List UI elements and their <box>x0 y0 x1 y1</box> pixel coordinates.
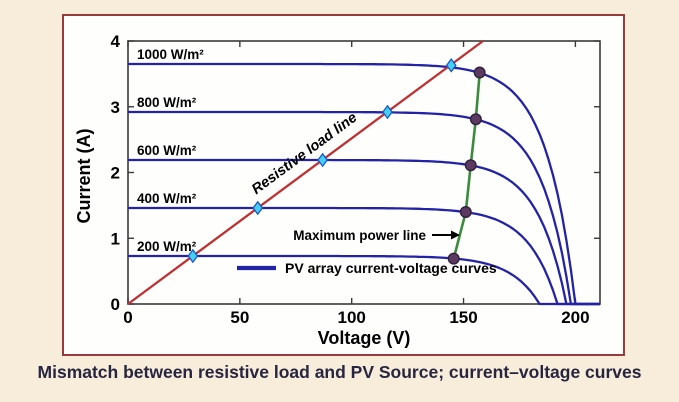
y-tick-label: 0 <box>111 295 120 314</box>
operating-point-marker <box>187 248 199 264</box>
pv-curve-800 <box>128 110 600 306</box>
mpp-marker <box>447 252 460 265</box>
load-line-label: Resistive load line <box>249 110 360 198</box>
x-tick-label: 0 <box>123 308 132 327</box>
legend-label: PV array current-voltage curves <box>285 260 497 276</box>
curve-label-400: 400 W/m² <box>137 191 197 206</box>
y-tick-label: 2 <box>111 164 120 183</box>
operating-point-marker <box>382 104 393 120</box>
operating-point-marker <box>445 58 457 73</box>
max-power-arrowhead-icon <box>451 230 460 240</box>
pv-curve-600 <box>128 158 600 306</box>
mpp-marker <box>473 66 486 79</box>
mpp-marker <box>469 113 482 126</box>
figure-caption: Mismatch between resistive load and PV S… <box>37 362 642 382</box>
voltage-axis-label: Voltage (V) <box>318 328 411 348</box>
current-axis-label: Current (A) <box>74 129 94 224</box>
curve-label-600: 600 W/m² <box>137 143 197 158</box>
pv-curve-400 <box>128 206 600 306</box>
mpp-marker <box>464 159 477 172</box>
x-tick-label: 150 <box>449 308 477 327</box>
curve-label-1000: 1000 W/m² <box>137 47 204 62</box>
iv-curve-chart: 0 50 100 150 200 0 1 2 3 4 Voltage (V) Current (A) 1… <box>74 32 601 348</box>
y-tick-label: 1 <box>111 229 120 248</box>
operating-point-marker <box>317 152 329 168</box>
operating-point-marker <box>252 200 264 216</box>
y-tick-label: 3 <box>111 98 120 117</box>
mpp-marker <box>459 205 472 218</box>
figure-frame: 0 50 100 150 200 0 1 2 3 4 Voltage (V) Current (A) 1… <box>62 14 625 356</box>
curve-label-800: 800 W/m² <box>137 95 197 110</box>
pv-curve-1000 <box>128 62 600 306</box>
x-tick-label: 200 <box>561 308 589 327</box>
x-tick-label: 100 <box>338 308 366 327</box>
x-tick-label: 50 <box>230 308 249 327</box>
max-power-line-label: Maximum power line <box>293 228 426 243</box>
y-tick-label: 4 <box>111 32 121 51</box>
load-line <box>127 40 484 305</box>
curve-label-200: 200 W/m² <box>137 239 197 254</box>
